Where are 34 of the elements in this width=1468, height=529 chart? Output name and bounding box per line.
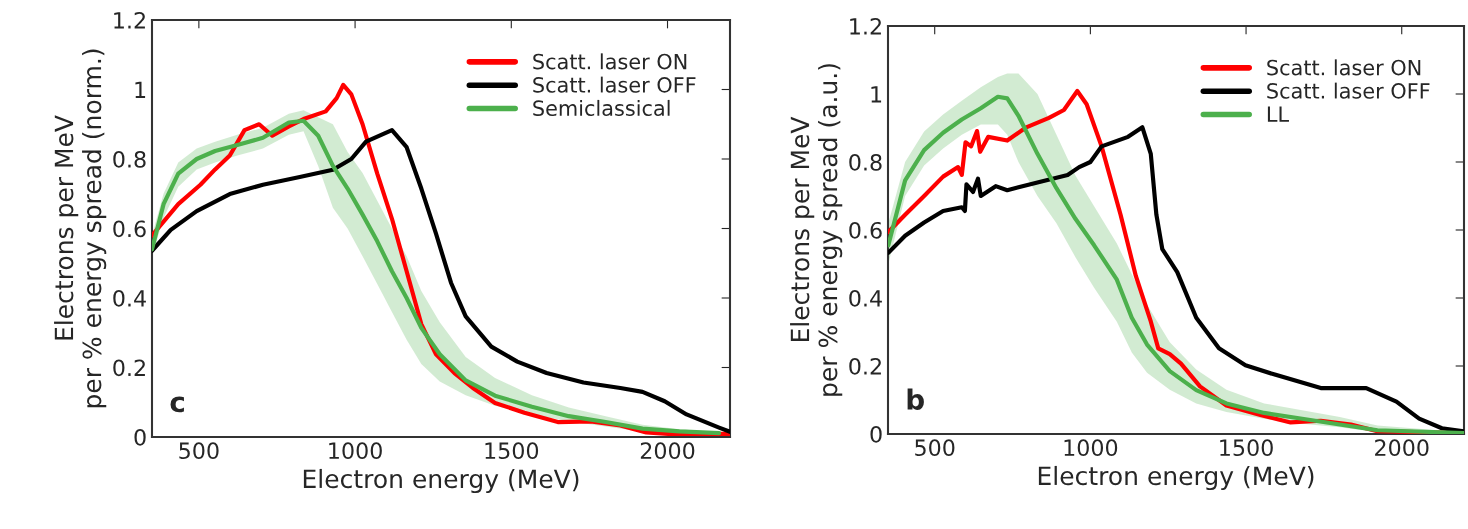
x-tick-label: 1000 [329, 442, 382, 460]
y-tick-label: 1 [135, 81, 146, 98]
x-axis-title: Electron energy (MeV) [1038, 465, 1314, 491]
y-tick-label: 0.2 [849, 357, 881, 375]
legend-label: Scatt. laser ON [1267, 59, 1421, 76]
x-tick-label: 2000 [640, 442, 695, 460]
y-tick-label: 0.2 [113, 359, 145, 377]
y-tick-label: 0 [870, 425, 882, 443]
y-tick-label: 0.8 [113, 150, 146, 168]
annotation: b [907, 388, 924, 410]
y-axis-title: Electrons per MeV per % energy spread (norm.) [54, 49, 107, 408]
x-tick-label: 500 [915, 439, 955, 457]
x-tick-label: 1500 [485, 442, 539, 460]
x-tick-label: 1000 [1064, 439, 1118, 457]
y-axis-title: Electrons per MeV per % energy spread (a.u.) [790, 64, 843, 396]
x-tick-label: 500 [179, 442, 219, 460]
legend-label: Scatt. laser ON [533, 53, 687, 70]
y-tick-label: 1.2 [114, 11, 145, 29]
y-tick-label: 1 [871, 86, 882, 103]
legend-label: Scatt. laser OFF [533, 76, 696, 93]
y-tick-label: 0.6 [113, 220, 146, 238]
x-tick-label: 1500 [1220, 439, 1273, 457]
legend-label: LL [1267, 106, 1289, 122]
y-tick-label: 1.2 [850, 17, 881, 35]
x-tick-label: 2000 [1375, 439, 1429, 457]
y-tick-label: 0.4 [113, 289, 146, 307]
annotation: c [170, 396, 184, 413]
legend-label: Semiclassical [533, 99, 670, 117]
y-tick-label: 0.8 [849, 153, 882, 171]
y-tick-label: 0.4 [849, 289, 882, 307]
x-axis-title: Electron energy (MeV) [303, 468, 579, 494]
y-tick-label: 0 [134, 428, 146, 446]
y-tick-label: 0.6 [849, 221, 882, 239]
legend-label: Scatt. laser OFF [1267, 82, 1430, 99]
